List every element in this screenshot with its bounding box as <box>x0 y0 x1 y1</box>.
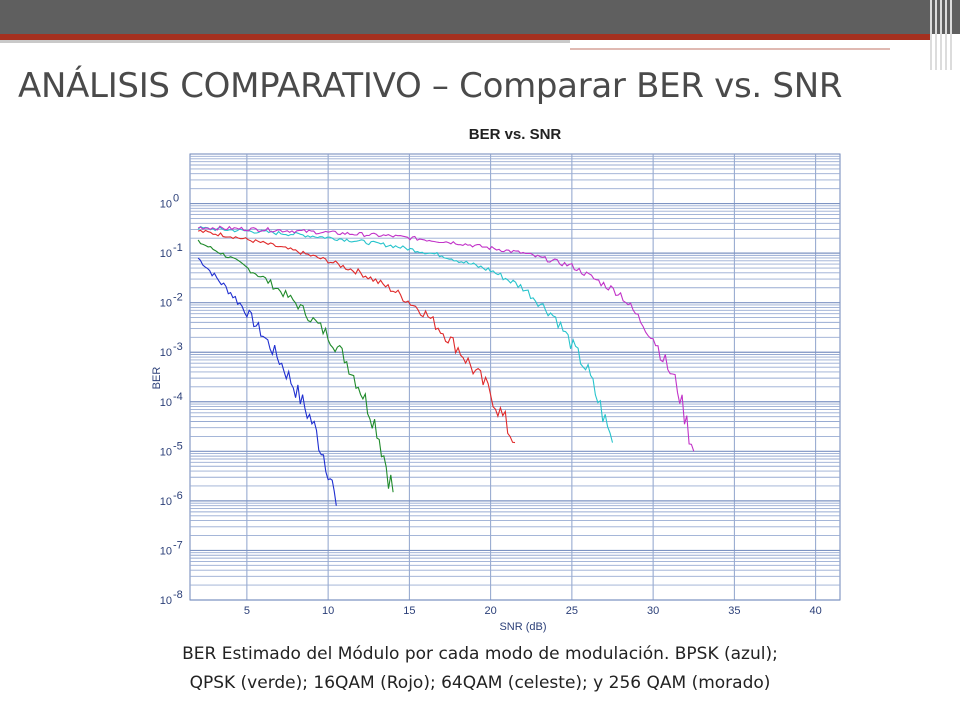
y-axis-label: BER <box>151 367 163 390</box>
y-tick-label: 10 <box>160 545 172 557</box>
caption-line-2: QPSK (verde); 16QAM (Rojo); 64QAM (celes… <box>189 673 771 693</box>
y-tick-exponent: -2 <box>173 292 183 304</box>
series-line-3 <box>197 229 516 444</box>
series-line-1 <box>197 257 337 506</box>
y-tick-exponent: -3 <box>173 341 183 353</box>
y-tick-exponent: 0 <box>173 193 179 205</box>
figure-caption: BER Estimado del Módulo por cada modo de… <box>80 640 880 698</box>
y-tick-exponent: -6 <box>173 490 183 502</box>
y-tick-exponent: -5 <box>173 440 183 452</box>
y-tick-exponent: -1 <box>173 242 183 254</box>
y-tick-exponent: -4 <box>173 391 183 403</box>
x-tick-label: 25 <box>566 605 578 617</box>
accent-line-small <box>570 48 890 50</box>
y-tick-label: 10 <box>160 248 172 260</box>
y-tick-label: 10 <box>160 199 172 211</box>
y-tick-label: 10 <box>160 397 172 409</box>
top-bar <box>0 0 960 34</box>
y-tick-exponent: -7 <box>173 539 183 551</box>
plot-area <box>189 153 841 601</box>
x-tick-label: 5 <box>244 605 250 617</box>
y-tick-label: 10 <box>160 446 172 458</box>
y-tick-label: 10 <box>160 496 172 508</box>
y-tick-label: 10 <box>160 298 172 310</box>
x-tick-label: 40 <box>810 605 822 617</box>
x-axis-label: SNR (dB) <box>499 621 546 633</box>
y-tick-label: 10 <box>160 347 172 359</box>
accent-line-secondary <box>0 40 570 43</box>
ber-snr-chart: BER vs. SNR 5 10 15 20 25 30 35 40 10 0 10 -1 10 -2 10… <box>140 120 860 635</box>
slide-title: ANÁLISIS COMPARATIVO – Comparar BER vs. … <box>18 66 843 106</box>
caption-line-1: BER Estimado del Módulo por cada modo de… <box>182 644 778 664</box>
x-tick-label: 20 <box>485 605 497 617</box>
chart-title: BER vs. SNR <box>469 126 562 143</box>
x-tick-label: 35 <box>728 605 740 617</box>
x-tick-label: 30 <box>647 605 659 617</box>
x-tick-label: 15 <box>403 605 415 617</box>
series-line-2 <box>197 239 394 493</box>
series-line-5 <box>197 225 695 452</box>
y-tick-exponent: -8 <box>173 589 183 601</box>
x-tick-label: 10 <box>322 605 334 617</box>
accent-line <box>0 34 930 40</box>
decorative-stripes <box>930 0 952 70</box>
series-line-4 <box>197 225 614 443</box>
y-tick-label: 10 <box>160 595 172 607</box>
